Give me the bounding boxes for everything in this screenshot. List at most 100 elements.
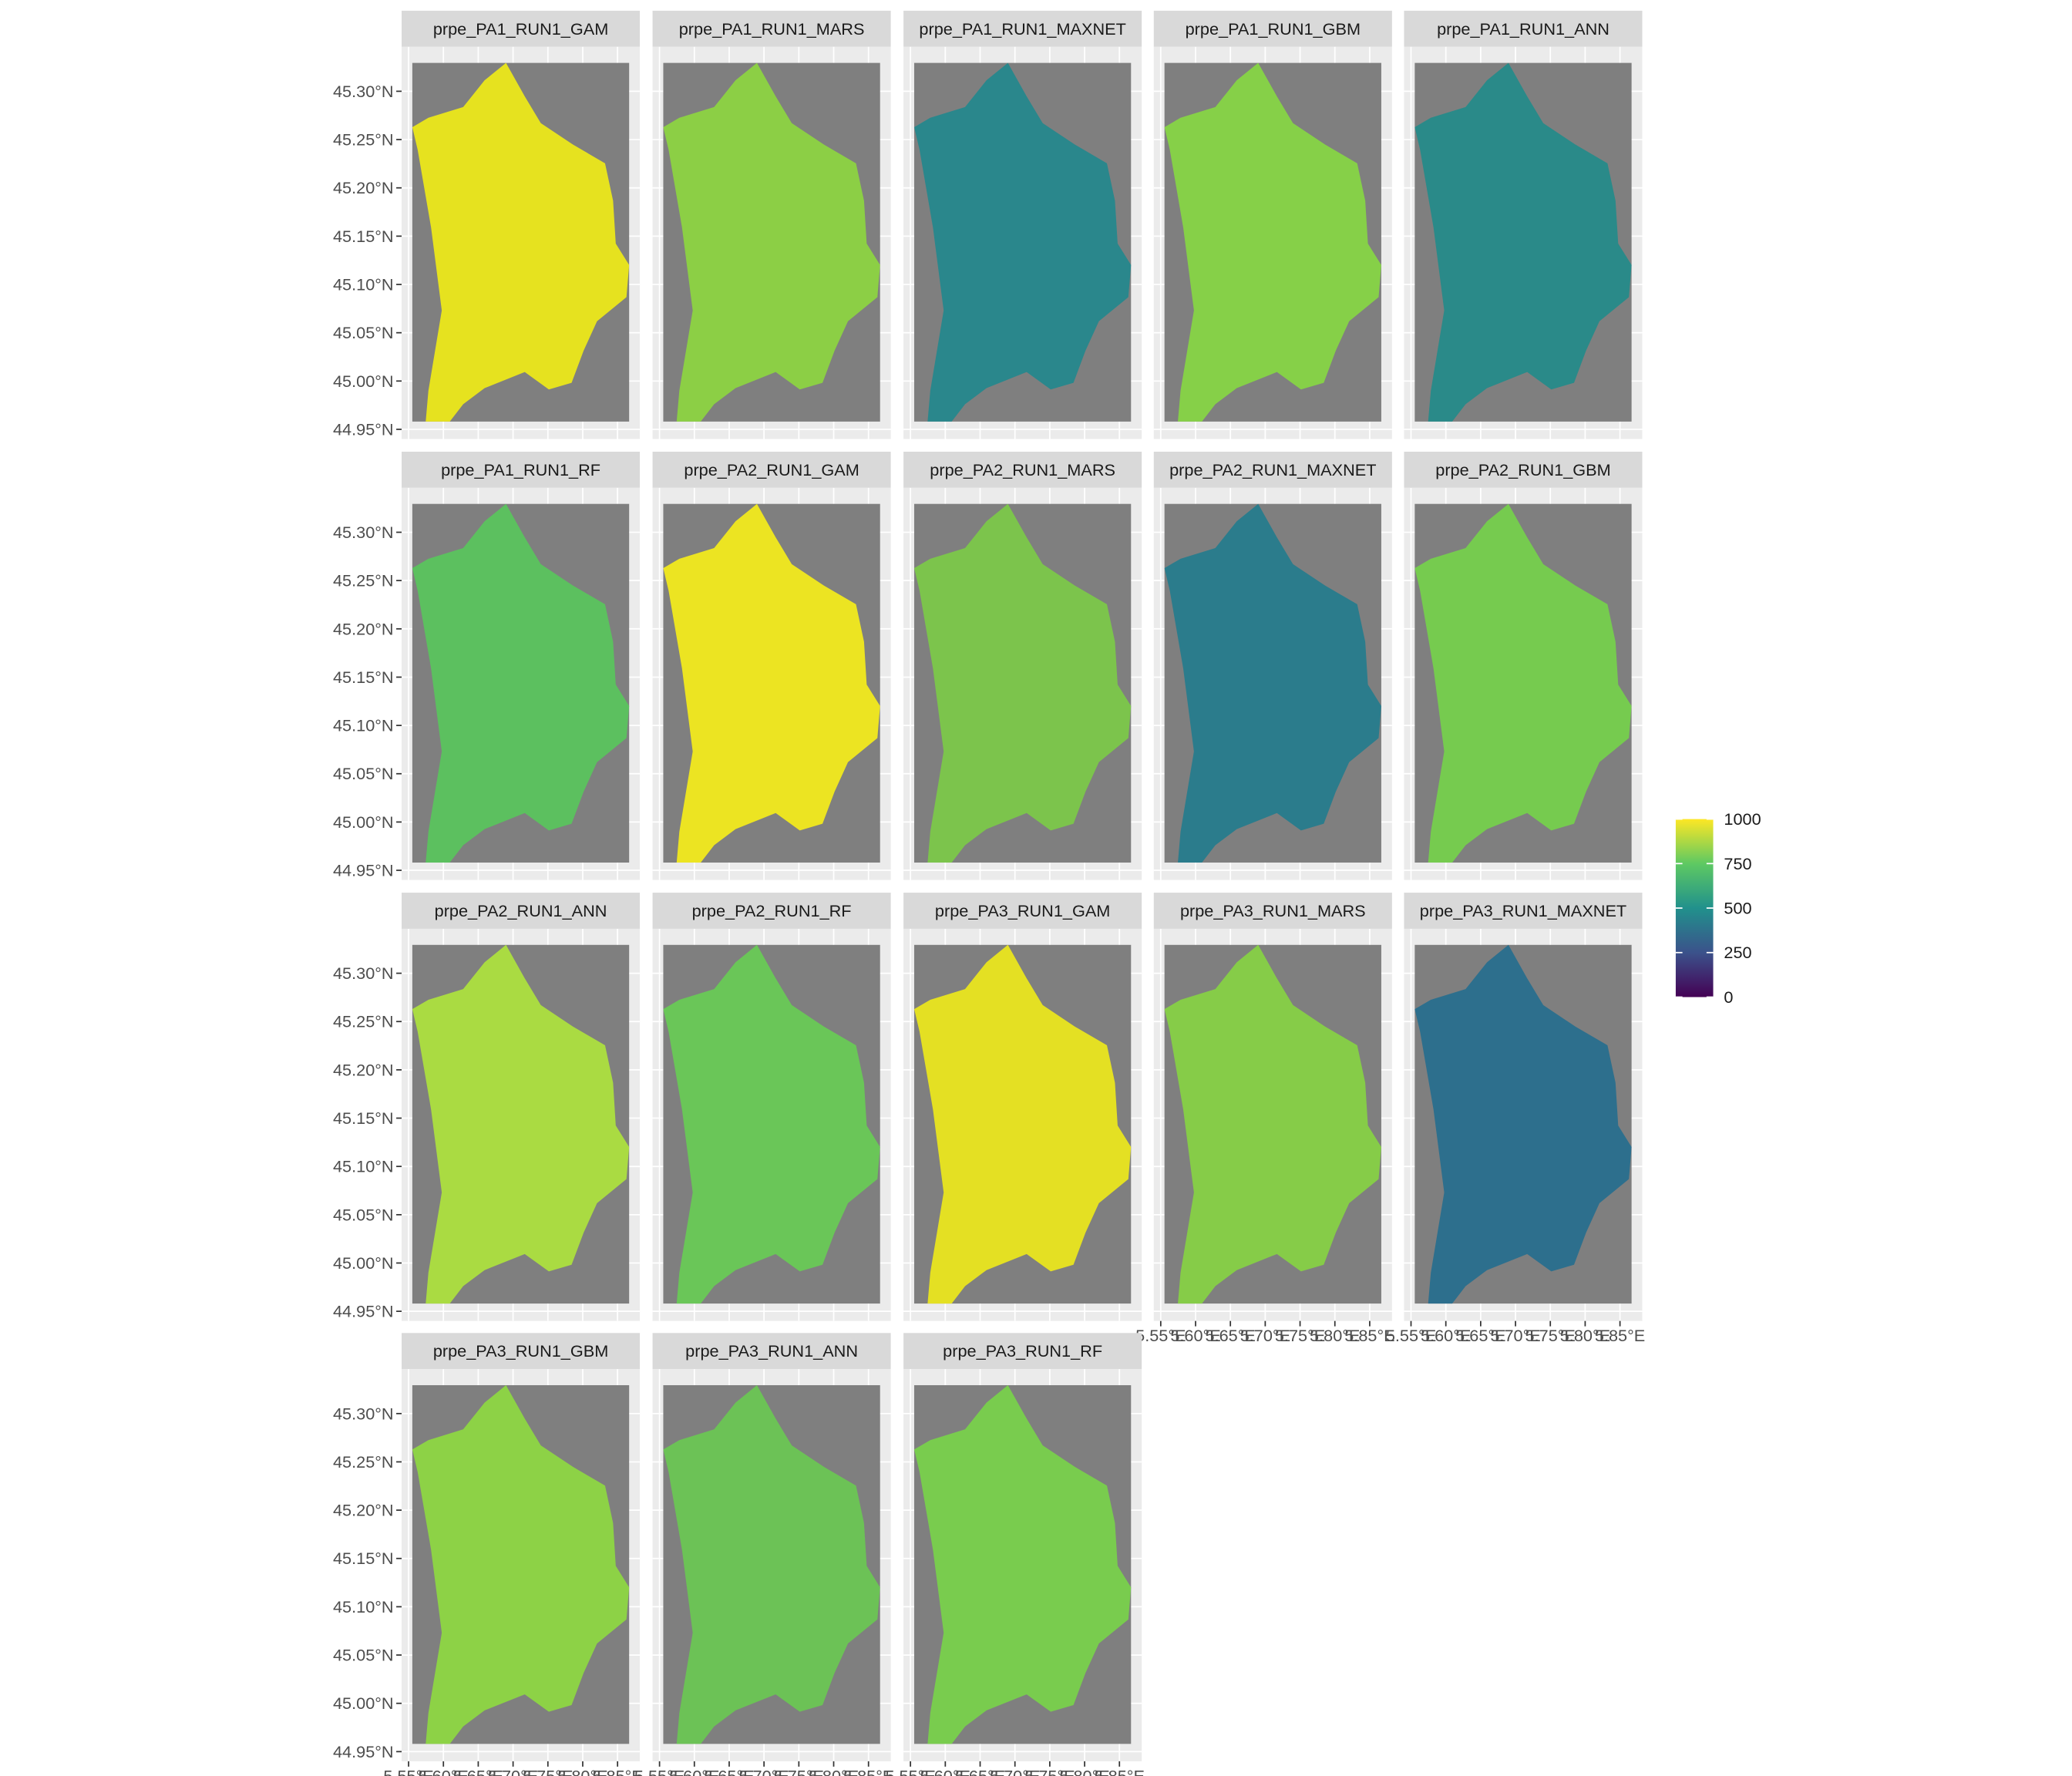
legend-label: 500 xyxy=(1724,899,1751,918)
raster-area xyxy=(412,1385,630,1744)
y-tick-label: 45.20°N xyxy=(333,1060,394,1079)
x-tick-label: 5.65°E xyxy=(453,1766,503,1776)
raster-area xyxy=(1164,62,1381,422)
raster-area xyxy=(663,1385,880,1744)
y-tick-label: 44.95°N xyxy=(333,861,394,880)
x-tick-label: 5.80°E xyxy=(809,1766,859,1776)
y-tick-label: 45.20°N xyxy=(333,619,394,638)
strip-title: prpe_PA3_RUN1_ANN xyxy=(685,1341,858,1361)
strip-title: prpe_PA1_RUN1_MAXNET xyxy=(919,19,1125,39)
x-tick-label: 5.85°E xyxy=(1095,1766,1145,1776)
panel: prpe_PA1_RUN1_GAM 44.95°N 45.00°N 45.05°N 45… xyxy=(333,10,641,439)
x-tick-label: 5.80°E xyxy=(1059,1766,1109,1776)
y-tick-label: 45.10°N xyxy=(333,1597,394,1616)
x-tick-label: 5.60°E xyxy=(669,1766,719,1776)
y-tick-label: 45.10°N xyxy=(333,716,394,735)
x-tick-label: 5.70°E xyxy=(990,1766,1040,1776)
raster-area xyxy=(1414,944,1632,1304)
panel: prpe_PA3_RUN1_ANN 5.55°E5.60°E5.65°E5.70°… xyxy=(634,1333,893,1776)
strip xyxy=(903,1333,1142,1370)
y-tick-label: 45.05°N xyxy=(333,323,394,342)
strip-title: prpe_PA2_RUN1_GAM xyxy=(684,460,859,479)
y-tick-label: 44.95°N xyxy=(333,1742,394,1761)
y-tick-label: 45.00°N xyxy=(333,1694,394,1713)
x-tick-label: 5.75°E xyxy=(1275,1326,1325,1345)
legend-label: 750 xyxy=(1724,854,1751,873)
strip xyxy=(1404,451,1643,488)
raster-area xyxy=(412,944,630,1304)
strip xyxy=(402,451,641,488)
x-tick-label: 5.85°E xyxy=(1595,1326,1645,1345)
raster-area xyxy=(412,62,630,422)
legend-label: 0 xyxy=(1724,987,1733,1007)
strip-title: prpe_PA3_RUN1_MAXNET xyxy=(1420,901,1626,920)
panel: prpe_PA3_RUN1_RF 5.55°E5.60°E5.65°E5.70°E… xyxy=(885,1333,1145,1776)
strip xyxy=(1153,451,1392,488)
strip xyxy=(402,893,641,929)
strip-title: prpe_PA2_RUN1_MARS xyxy=(930,460,1115,479)
panel: prpe_PA3_RUN1_MARS 5.55°E5.60°E5.65°E5.70… xyxy=(1135,893,1395,1345)
y-tick-label: 45.05°N xyxy=(333,764,394,783)
x-tick-label: 5.60°E xyxy=(1421,1326,1471,1345)
x-tick-label: 5.55°E xyxy=(383,1766,433,1776)
panel: prpe_PA1_RUN1_RF 44.95°N 45.00°N 45.05°N 45.… xyxy=(333,451,641,880)
x-tick-label: 5.55°E xyxy=(1135,1326,1186,1345)
strip-title: prpe_PA1_RUN1_GBM xyxy=(1186,19,1361,39)
raster-area xyxy=(1414,62,1632,422)
raster-area xyxy=(914,1385,1132,1744)
x-tick-label: 5.70°E xyxy=(738,1766,789,1776)
panel: prpe_PA3_RUN1_GBM 44.95°N 45.00°N 45.05°N 45… xyxy=(333,1333,643,1776)
raster-area xyxy=(1414,503,1632,863)
strip-title: prpe_PA1_RUN1_ANN xyxy=(1437,19,1610,39)
y-tick-label: 45.15°N xyxy=(333,668,394,687)
panel: prpe_PA1_RUN1_MAXNET xyxy=(903,10,1142,439)
x-tick-label: 5.65°E xyxy=(955,1766,1005,1776)
x-tick-label: 5.75°E xyxy=(523,1766,573,1776)
panel: prpe_PA2_RUN1_GBM xyxy=(1404,451,1643,880)
strip-title: prpe_PA3_RUN1_GBM xyxy=(433,1341,608,1361)
legend-label: 250 xyxy=(1724,943,1751,962)
raster-area xyxy=(1164,503,1381,863)
panel: prpe_PA2_RUN1_MAXNET xyxy=(1153,451,1392,880)
y-tick-label: 45.30°N xyxy=(333,523,394,542)
x-tick-label: 5.85°E xyxy=(1344,1326,1394,1345)
panel: prpe_PA1_RUN1_ANN xyxy=(1404,10,1643,439)
strip xyxy=(652,893,891,929)
x-tick-label: 5.85°E xyxy=(592,1766,642,1776)
x-tick-label: 5.60°E xyxy=(920,1766,970,1776)
y-tick-label: 45.25°N xyxy=(333,1012,394,1031)
panel: prpe_PA1_RUN1_GBM xyxy=(1153,10,1392,439)
raster-area xyxy=(663,944,880,1304)
panel: prpe_PA2_RUN1_RF xyxy=(652,893,891,1321)
strip xyxy=(1153,10,1392,47)
x-tick-label: 5.80°E xyxy=(1560,1326,1610,1345)
raster-area xyxy=(412,503,630,863)
y-tick-label: 45.15°N xyxy=(333,1549,394,1568)
strip-title: prpe_PA2_RUN1_RF xyxy=(692,901,852,920)
strip xyxy=(1404,10,1643,47)
y-tick-label: 45.05°N xyxy=(333,1646,394,1665)
x-tick-label: 5.65°E xyxy=(704,1766,754,1776)
raster-area xyxy=(663,503,880,863)
strip xyxy=(1153,893,1392,929)
x-tick-label: 5.75°E xyxy=(1024,1766,1075,1776)
strip xyxy=(903,451,1142,488)
y-tick-label: 45.20°N xyxy=(333,1501,394,1520)
x-tick-label: 5.65°E xyxy=(1206,1326,1256,1345)
x-tick-label: 5.55°E xyxy=(634,1766,684,1776)
strip xyxy=(652,1333,891,1370)
y-tick-label: 45.00°N xyxy=(333,812,394,832)
strip-title: prpe_PA2_RUN1_MAXNET xyxy=(1169,460,1376,479)
y-tick-label: 45.30°N xyxy=(333,1404,394,1423)
x-tick-label: 5.75°E xyxy=(1525,1326,1576,1345)
y-tick-label: 45.30°N xyxy=(333,964,394,983)
y-tick-label: 45.00°N xyxy=(333,372,394,391)
x-tick-label: 5.80°E xyxy=(1310,1326,1360,1345)
y-tick-label: 44.95°N xyxy=(333,1302,394,1321)
y-tick-label: 45.30°N xyxy=(333,82,394,101)
x-tick-label: 5.55°E xyxy=(1386,1326,1436,1345)
x-tick-label: 5.70°E xyxy=(1490,1326,1540,1345)
x-tick-label: 5.85°E xyxy=(843,1766,893,1776)
x-tick-label: 5.80°E xyxy=(557,1766,607,1776)
